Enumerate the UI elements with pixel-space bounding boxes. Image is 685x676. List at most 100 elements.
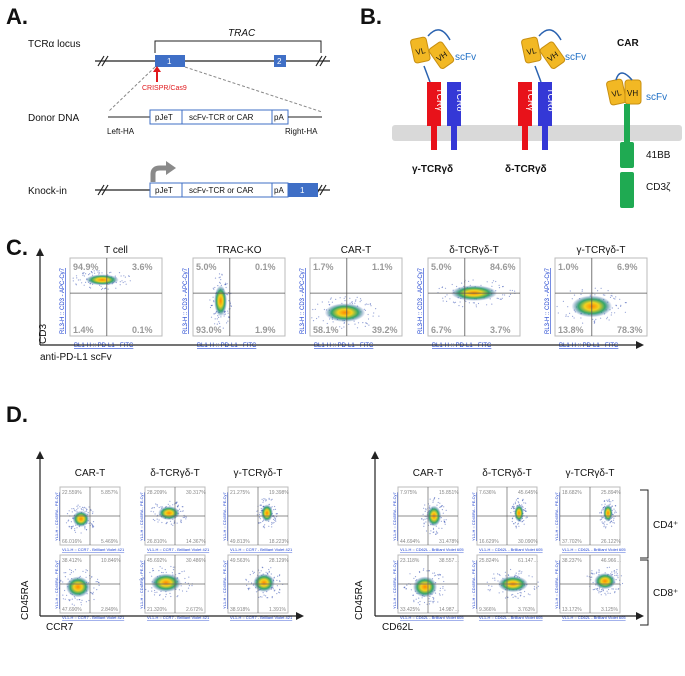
quadrant-lr-value: 78.3% <box>617 325 643 335</box>
plot-x-axis-label: VL1-H :: CCR7 - Brilliant Violet 421 <box>230 615 293 620</box>
quadrant-ur-value: 19.398% <box>269 490 289 496</box>
delta-tcr-construct: VL VH TCRγ TCRδ <box>518 29 566 150</box>
quadrant-ul-value: 22.559% <box>62 490 82 496</box>
gamma-tcrg-label: TCRγ <box>435 88 445 111</box>
donor-dna-label: Donor DNA <box>28 113 79 124</box>
quadrant-lr-value: 1.9% <box>255 325 276 335</box>
panel-c-label: C. <box>6 235 28 260</box>
quadrant-ll-value: 13.172% <box>562 607 582 613</box>
quadrant-ll-value: 93.0% <box>196 325 222 335</box>
quadrant-lr-value: 30.090% <box>518 539 538 545</box>
flow-plot: CAR-T1.7% 1.1%58.1% 39.2%BL1-H :: PD-L1 - … <box>300 245 403 349</box>
panel-c-y-axis-label: CD3 <box>38 324 49 344</box>
promoter-arrow-icon <box>150 161 176 182</box>
plot-y-axis-label: YL1-H :: CD45RA - PE-Cy7 <box>392 492 397 541</box>
quadrant-lr-value: 3.125% <box>601 607 619 613</box>
flow-plot: 28.209% 30.317%26.810% 14.367%VL1-H :: CCR… <box>139 486 210 552</box>
donor-scfv-label: scFv-TCR or CAR <box>189 113 254 122</box>
panel-d-right-y-label: CD45RA <box>354 580 365 620</box>
car-scfv-label: scFv <box>646 92 667 103</box>
car-vh-label: VH <box>627 89 638 98</box>
plot-y-axis-label: RL3-H :: CD3 - APC-Cy7 <box>183 267 189 334</box>
quadrant-ll-value: 6.7% <box>431 325 452 335</box>
exon-1-box <box>155 55 185 67</box>
flow-plot: 38.412% 10.846%47.690% 2.849%VL1-H :: CCR7… <box>54 554 125 620</box>
quadrant-ll-value: 44.694% <box>400 539 420 545</box>
panel-d-right-x-label: CD62L <box>382 622 414 633</box>
density-cluster <box>510 497 528 529</box>
plot-y-axis-label: RL3-H :: CD3 - APC-Cy7 <box>545 267 551 334</box>
quadrant-ll-value: 26.810% <box>147 539 167 545</box>
panel-d-right-x-arrow <box>375 612 644 620</box>
plot-x-axis-label: VL1-H :: CD62L - Brilliant Violet 605 <box>479 547 543 552</box>
plot-y-axis-label: YL1-H :: CD45RA - PE-Cy7 <box>222 492 227 541</box>
quadrant-ll-value: 38.918% <box>230 607 250 613</box>
quadrant-lr-value: 31.478% <box>439 539 459 545</box>
plot-x-axis-label: BL1-H :: PD-L1 - FITC <box>197 343 257 349</box>
quadrant-lr-value: 26.122% <box>601 539 621 545</box>
flow-plot: γ-TCRγδ-T1.0% 6.9%13.8% 78.3%BL1-H :: PD-L… <box>545 245 648 349</box>
panel-d-left-x-arrow <box>40 612 304 620</box>
knockin-scfv-label: scFv-TCR or CAR <box>189 186 254 195</box>
plot-title: γ-TCRγδ-T <box>577 245 626 256</box>
quadrant-ll-value: 66.016% <box>62 539 82 545</box>
flow-plot: 7.636% 45.645%16.629% 30.090%VL1-H :: CD62… <box>471 486 543 552</box>
plot-x-axis-label: VL1-H :: CCR7 - Brilliant Violet 421 <box>62 615 125 620</box>
quadrant-lr-value: 14.367% <box>186 539 206 545</box>
exon-2-box <box>274 55 286 67</box>
flow-plot: 21.275% 19.398%49.813% 18.223%VL1-H :: CCR… <box>222 486 293 552</box>
quadrant-ur-value: 6.9% <box>617 262 638 272</box>
delta-tcrg-label: TCRγ <box>526 88 536 111</box>
plot-frame <box>69 257 163 337</box>
plot-y-axis-label: YL1-H :: CD45RA - PE-Cy7 <box>54 560 59 609</box>
quadrant-ur-value: 45.645% <box>518 490 538 496</box>
flow-plot: 18.682% 25.894%37.702% 26.122%VL1-H :: CD6… <box>554 486 626 552</box>
gamma-tcrd-label: TCRδ <box>455 88 465 112</box>
flow-plot: 25.824% 61.147…9.366% 3.763%VL1-H :: CD62L… <box>471 554 543 620</box>
plot-column-title: γ-TCRγδ-T <box>234 468 283 479</box>
quadrant-ur-value: 61.147… <box>518 558 538 564</box>
density-cluster <box>586 566 624 596</box>
quadrant-ur-value: 46.966… <box>601 558 621 564</box>
delta-tcrd-label: TCRδ <box>546 88 556 112</box>
cd4-row-label: CD4⁺ <box>653 520 678 531</box>
gamma-scfv-label: scFv <box>455 52 476 63</box>
quadrant-ul-value: 7.975% <box>400 490 418 496</box>
panel-d-plots: CAR-T δ-TCRγδ-T γ-TCRγδ-T 22.559% 5.857% 66.0… <box>54 468 626 620</box>
car-title: CAR <box>617 38 639 49</box>
plot-y-axis-label: YL1-H :: CD45RA - PE-Cy7 <box>471 492 476 541</box>
density-cluster <box>599 498 617 529</box>
density-cluster <box>72 269 131 291</box>
quadrant-ur-value: 1.1% <box>372 262 393 272</box>
knockin-pa-label: pA <box>274 186 284 195</box>
plot-y-axis-label: RL3-H :: CD3 - APC-Cy7 <box>418 267 424 334</box>
quadrant-ul-value: 23.118% <box>400 558 420 564</box>
plot-x-axis-label: VL1-H :: CD62L - Brilliant Violet 605 <box>479 615 543 620</box>
panel-a-label: A. <box>6 4 28 29</box>
quadrant-ul-value: 28.209% <box>147 490 167 496</box>
quadrant-ul-value: 38.237% <box>562 558 582 564</box>
plot-frame <box>192 257 286 337</box>
knock-in-label: Knock-in <box>28 186 67 197</box>
quadrant-ul-value: 1.0% <box>558 262 579 272</box>
panel-c-x-axis-label: anti-PD-L1 scFv <box>40 352 112 363</box>
quadrant-ul-value: 38.412% <box>62 558 82 564</box>
panel-d-left-x-label: CCR7 <box>46 622 74 633</box>
plot-y-axis-label: RL3-H :: CD3 - APC-Cy7 <box>300 267 306 334</box>
plot-x-axis-label: BL1-H :: PD-L1 - FITC <box>432 343 492 349</box>
quadrant-lr-value: 39.2% <box>372 325 398 335</box>
knockin-exon-1-label: 1 <box>300 186 305 195</box>
plot-y-axis-label: YL1-H :: CD45RA - PE-Cy7 <box>392 560 397 609</box>
quadrant-ur-value: 10.846% <box>101 558 121 564</box>
cd8-row-label: CD8⁺ <box>653 588 678 599</box>
quadrant-lr-value: 0.1% <box>132 325 153 335</box>
quadrant-ur-value: 0.1% <box>255 262 276 272</box>
quadrant-ul-value: 5.0% <box>196 262 217 272</box>
cd4-bracket <box>640 489 649 559</box>
exon-2-label: 2 <box>277 57 282 66</box>
quadrant-lr-value: 2.672% <box>186 607 204 613</box>
plot-x-axis-label: VL1-H :: CD62L - Brilliant Violet 605 <box>400 615 464 620</box>
quadrant-ur-value: 25.894% <box>601 490 621 496</box>
